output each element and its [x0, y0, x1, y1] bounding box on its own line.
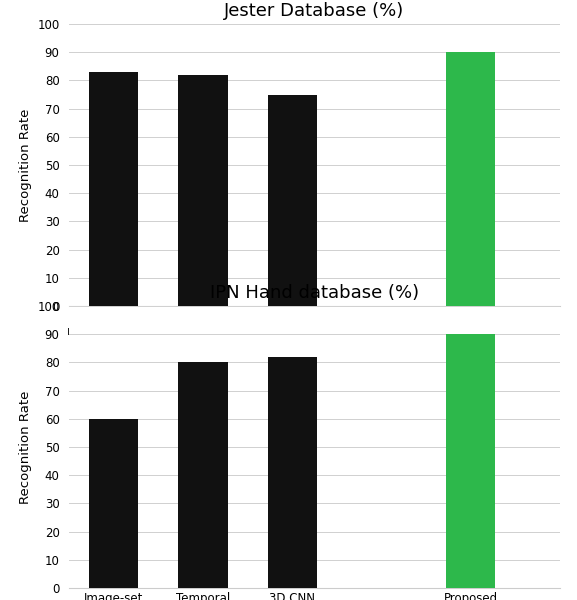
Bar: [89, 72, 138, 306]
Bar: [268, 94, 317, 306]
Bar: [89, 419, 138, 588]
X-axis label: Studies: Studies: [282, 374, 347, 389]
Y-axis label: Recognition Rate: Recognition Rate: [18, 109, 32, 221]
Title: Jester Database (%): Jester Database (%): [224, 2, 404, 20]
Y-axis label: Recognition Rate: Recognition Rate: [18, 391, 32, 503]
Bar: [268, 357, 317, 588]
Bar: [178, 362, 227, 588]
Bar: [446, 334, 495, 588]
Title: IPN Hand database (%): IPN Hand database (%): [210, 284, 419, 302]
Bar: [178, 75, 227, 306]
Bar: [446, 52, 495, 306]
